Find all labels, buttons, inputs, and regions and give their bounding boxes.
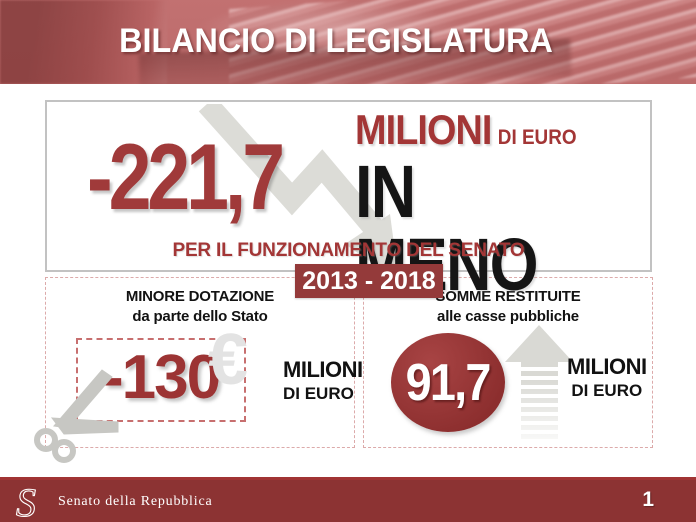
scissors-icon <box>34 369 119 463</box>
left-heading-line2: da parte dello Stato <box>132 307 268 325</box>
up-arrow-icon <box>505 325 573 362</box>
left-unit-block: MILIONI DI EURO <box>283 357 363 404</box>
left-panel-heading: MINORE DOTAZIONE da parte dello Stato <box>46 287 354 326</box>
total-savings-amount: -221,7 <box>87 124 285 229</box>
main-unit-row: MILIONI DI EURO <box>355 106 625 154</box>
right-unit-block: MILIONI DI EURO <box>567 354 647 401</box>
up-arrow-shaft <box>521 362 558 442</box>
main-summary-panel: -221,7 MILIONI DI EURO IN MENO PER IL FU… <box>45 100 652 301</box>
allocation-amount: -130 <box>102 343 221 412</box>
dashed-cut-box: -130 <box>76 338 246 422</box>
left-heading-line1: MINORE DOTAZIONE <box>125 288 275 305</box>
slide-title: BILANCIO DI LEGISLATURA <box>119 22 553 60</box>
main-unit-label: MILIONI <box>355 106 492 153</box>
footer-bar: S Senato della Repubblica 1 <box>0 477 696 522</box>
page-number: 1 <box>642 488 654 511</box>
main-unit-block: MILIONI DI EURO IN MENO <box>355 106 655 301</box>
header-photo-glow <box>194 0 474 59</box>
header-red-tint <box>0 0 696 84</box>
euro-symbol: € <box>208 320 249 400</box>
right-heading-line2: alle casse pubbliche <box>437 307 579 325</box>
state-allocation-panel: MINORE DOTAZIONE da parte dello Stato -1… <box>34 277 363 463</box>
returned-amount: 91,7 <box>406 353 492 412</box>
returned-amount-circle: 91,7 <box>391 333 505 432</box>
main-unit-small-label: DI EURO <box>497 126 577 149</box>
senate-logo-letter: S <box>16 482 36 522</box>
left-unit-small-label: DI EURO <box>283 384 354 403</box>
right-panel-heading: SOMME RESTITUITE alle casse pubbliche <box>364 287 652 326</box>
org-name: Senato della Repubblica <box>58 494 213 509</box>
returned-sums-panel: SOMME RESTITUITE alle casse pubbliche 91… <box>363 277 653 448</box>
main-caption: PER IL FUNZIONAMENTO DEL SENATO <box>172 240 525 261</box>
period-badge: 2013 - 2018 <box>295 264 443 298</box>
left-unit-label: MILIONI <box>283 357 363 382</box>
right-heading-line1: SOMME RESTITUITE <box>435 288 581 305</box>
header-banner: BILANCIO DI LEGISLATURA <box>0 0 696 84</box>
right-unit-small-label: DI EURO <box>571 381 643 400</box>
senate-logo-icon: S <box>15 482 36 522</box>
right-unit-label: MILIONI <box>567 354 647 379</box>
